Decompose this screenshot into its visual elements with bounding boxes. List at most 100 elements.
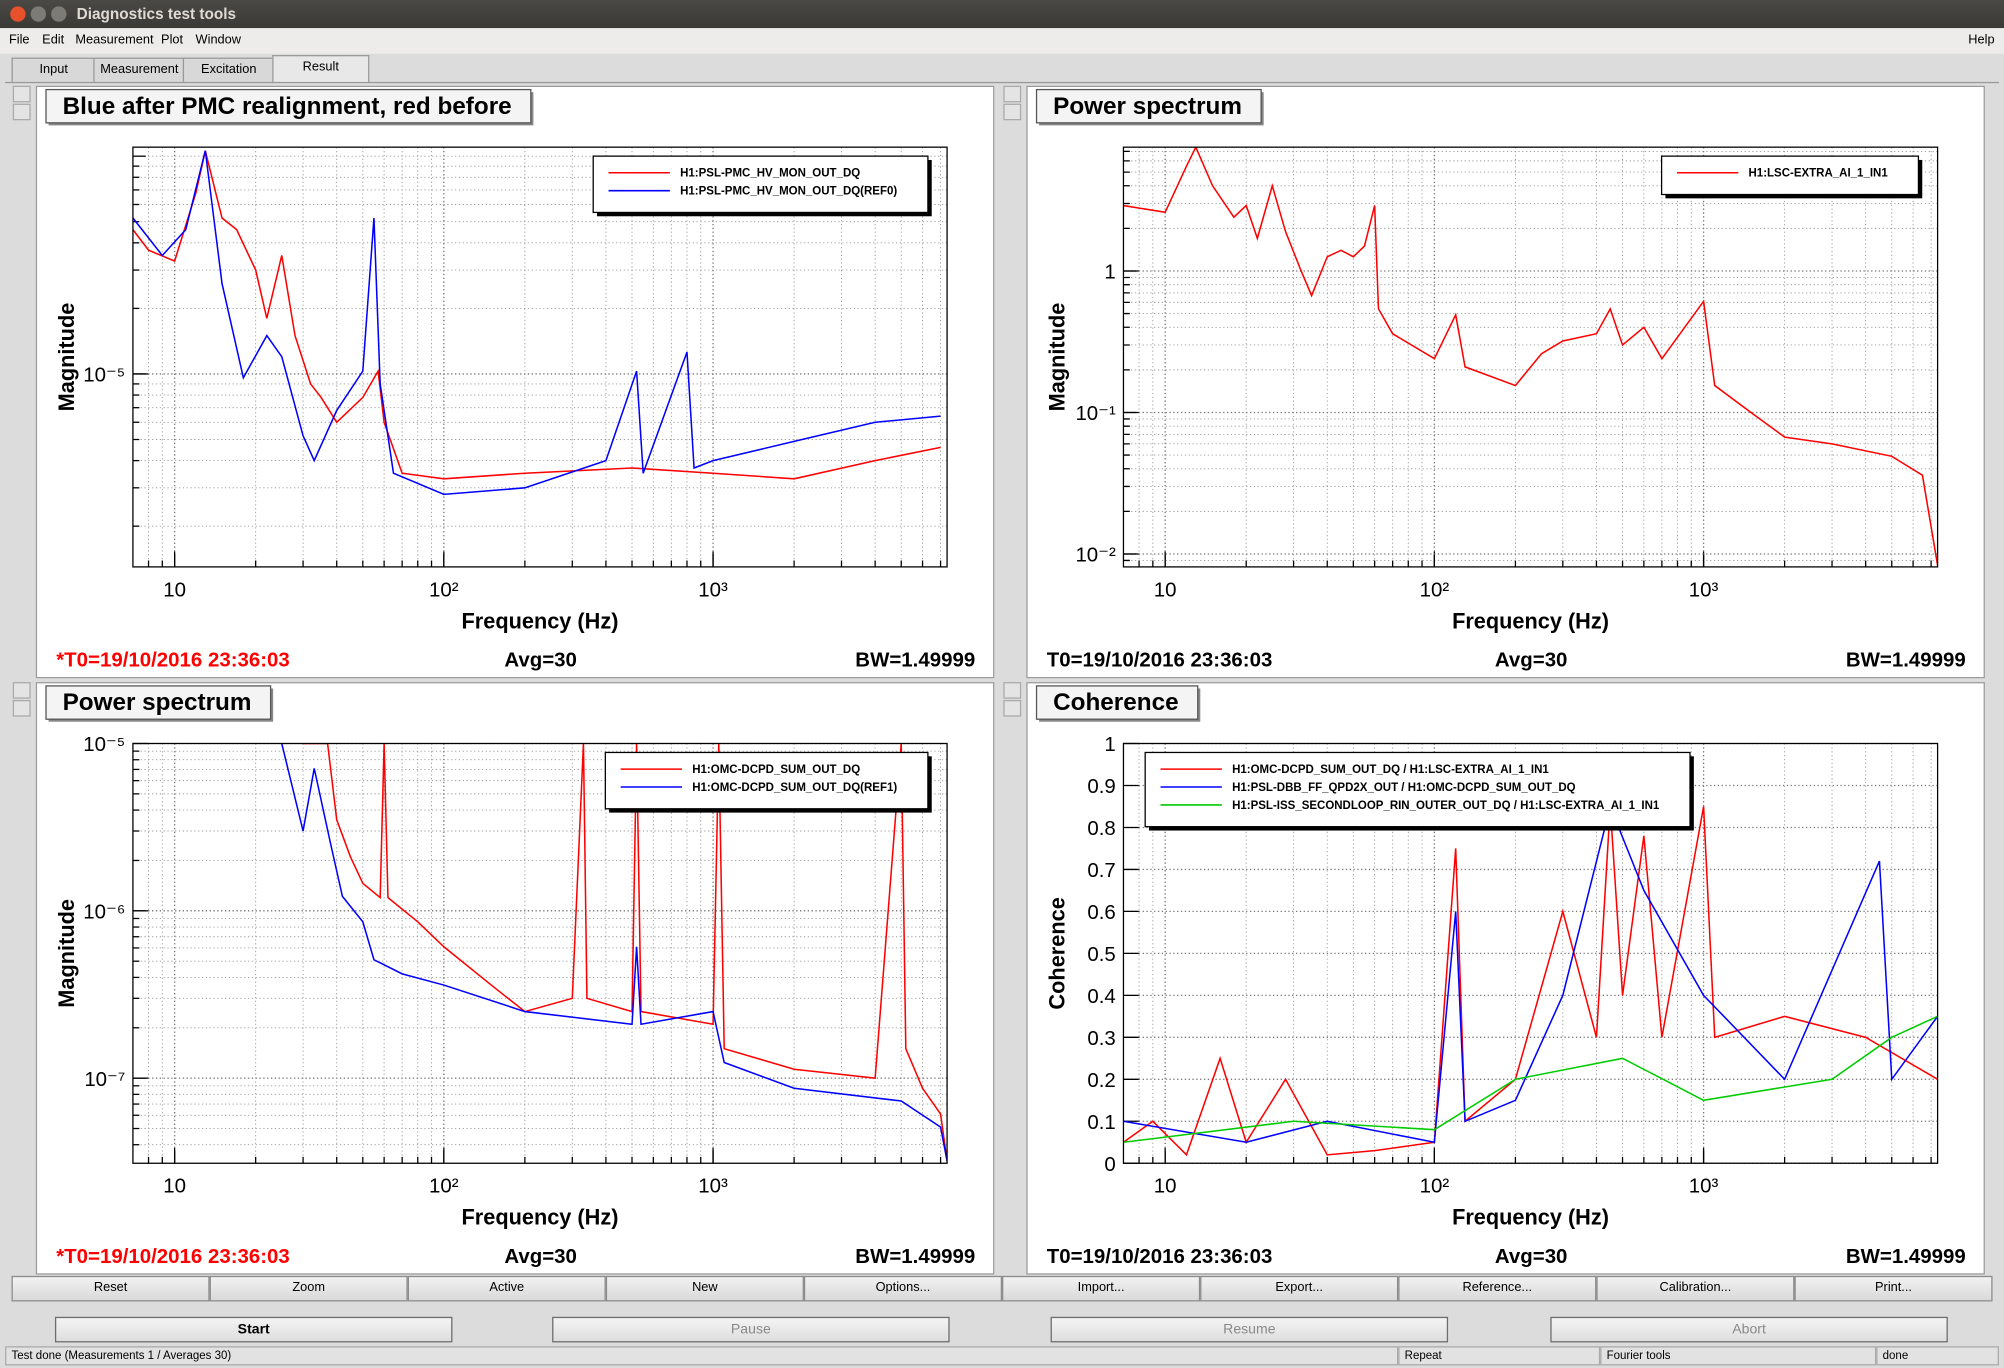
- spin-up[interactable]: [12, 682, 31, 699]
- x-tick-label: 10³: [1689, 578, 1719, 601]
- footer-t0: T0=19/10/2016 23:36:03: [1047, 649, 1273, 672]
- window-title: Diagnostics test tools: [76, 5, 237, 24]
- y-tick-label: 0.5: [1087, 943, 1115, 966]
- control-button[interactable]: Start: [54, 1316, 453, 1343]
- control-button[interactable]: Resume: [1050, 1316, 1449, 1343]
- tab[interactable]: Excitation: [182, 57, 275, 82]
- chart-title: Power spectrum: [63, 689, 252, 716]
- plot-frame: [1122, 146, 1939, 568]
- x-tick-label: 10: [163, 1175, 186, 1198]
- toolbar-button[interactable]: Export...: [1200, 1275, 1399, 1302]
- x-tick-label: 10²: [1420, 1175, 1450, 1198]
- tab[interactable]: Measurement: [93, 57, 186, 82]
- title-bar: Diagnostics test tools: [0, 0, 2004, 29]
- spin-down[interactable]: [1003, 103, 1022, 121]
- spin-down[interactable]: [12, 103, 31, 121]
- x-axis-label: Frequency (Hz): [462, 1205, 619, 1230]
- x-tick-label: 10²: [429, 578, 459, 601]
- legend-box: [604, 751, 929, 810]
- menu-item[interactable]: File: [8, 33, 30, 48]
- tab-bar: Input Measurement Excitation Result: [0, 54, 2004, 84]
- toolbar-button[interactable]: Options...: [803, 1275, 1003, 1302]
- y-tick-label: 10⁻⁶: [83, 900, 125, 923]
- y-tick-label: 0.3: [1087, 1027, 1115, 1050]
- toolbar-button[interactable]: Print...: [1794, 1275, 1993, 1302]
- plot-lines: [1123, 803, 1938, 1157]
- plot-lines: [281, 743, 948, 1162]
- toolbar-button[interactable]: Reset: [11, 1275, 210, 1302]
- legend-box: [592, 155, 929, 214]
- status-field: Test done (Measurements 1 / Averages 30): [5, 1346, 1399, 1366]
- legend: H1:PSL-PMC_HV_MON_OUT_DQ H1:PSL-PMC_HV_MO…: [592, 155, 932, 217]
- plot-lines: [132, 150, 941, 496]
- status-field: Fourier tools: [1600, 1346, 1877, 1366]
- legend-label: H1:LSC-EXTRA_AI_1_IN1: [1749, 168, 1889, 180]
- plot-area: [132, 147, 948, 567]
- chart: Power spectrum 10 10² 10³ 10⁻⁵ 10⁻⁶ 10⁻⁷ H1:OMC…: [45, 685, 975, 1268]
- x-tick-label: 10²: [1420, 578, 1450, 601]
- y-tick-label: 0.9: [1087, 775, 1115, 798]
- footer-t0: *T0=19/10/2016 23:36:03: [56, 1245, 290, 1268]
- footer-bw: BW=1.49999: [1846, 1245, 1966, 1268]
- legend-label: H1:OMC-DCPD_SUM_OUT_DQ / H1:LSC-EXTRA_AI…: [1232, 764, 1549, 776]
- menu-item[interactable]: Measurement: [75, 33, 154, 48]
- spin-up[interactable]: [1003, 682, 1022, 699]
- legend-label: H1:PSL-ISS_SECONDLOOP_RIN_OUTER_OUT_DQ /…: [1232, 800, 1660, 812]
- toolbar-button[interactable]: Active: [407, 1275, 606, 1302]
- plot-pane: Power spectrum 10 10² 10³ 1 10⁻¹ 10⁻² H1:LSC-EX…: [1026, 85, 1985, 679]
- plot-frame: [132, 742, 948, 1164]
- legend: H1:LSC-EXTRA_AI_1_IN1: [1660, 155, 1923, 199]
- series-line: [281, 743, 948, 1162]
- menu-item[interactable]: Help: [1968, 33, 1995, 48]
- toolbar-button[interactable]: New: [605, 1275, 804, 1302]
- plot-lines: [1123, 147, 1938, 566]
- series-line: [1123, 1015, 1938, 1144]
- x-axis-label: Frequency (Hz): [1452, 608, 1609, 633]
- x-tick-label: 10³: [698, 578, 728, 601]
- y-axis-label: Coherence: [1045, 897, 1070, 1009]
- control-button[interactable]: Abort: [1550, 1316, 1948, 1343]
- status-field: done: [1876, 1346, 1999, 1366]
- legend-box: [1660, 155, 1920, 196]
- control-button[interactable]: Pause: [552, 1316, 950, 1343]
- tab[interactable]: Input: [11, 57, 96, 82]
- y-tick-label: 10⁻¹: [1075, 402, 1116, 425]
- spin-up[interactable]: [12, 85, 31, 103]
- x-tick-label: 10: [163, 578, 186, 601]
- toolbar-button[interactable]: Zoom: [209, 1275, 408, 1302]
- y-tick-label: 1: [1104, 261, 1115, 284]
- series-line: [1123, 803, 1938, 1144]
- y-axis-label: Magnitude: [1045, 303, 1070, 412]
- plot-area: [1123, 147, 1938, 567]
- spin-down[interactable]: [1003, 699, 1022, 717]
- toolbar-button[interactable]: Import...: [1002, 1275, 1201, 1302]
- y-tick-label: 10⁻⁷: [84, 1068, 125, 1091]
- x-tick-label: 10³: [1689, 1175, 1719, 1198]
- menu-item[interactable]: Window: [195, 33, 242, 48]
- y-tick-label: 1: [1104, 733, 1115, 756]
- y-tick-label: 10⁻⁵: [83, 364, 125, 387]
- x-tick-label: 10: [1154, 1175, 1177, 1198]
- plot-pane: Coherence 10 10² 10³ 0 0.1 0.2 0.3 0.4 0.5 0.6 0.7 0…: [1026, 682, 1985, 1275]
- title-box: [1035, 88, 1262, 124]
- chart-title: Blue after PMC realignment, red before: [63, 93, 512, 120]
- legend-label: H1:PSL-PMC_HV_MON_OUT_DQ(REF0): [680, 186, 897, 198]
- spin-up[interactable]: [1003, 85, 1022, 103]
- footer-avg: Avg=30: [504, 649, 577, 672]
- tab[interactable]: Result: [272, 55, 370, 84]
- close-button[interactable]: [10, 6, 26, 22]
- chart: Coherence 10 10² 10³ 0 0.1 0.2 0.3 0.4 0.5 0.6 0.7 0…: [1035, 685, 1966, 1268]
- x-tick-label: 10³: [698, 1175, 728, 1198]
- spin-down[interactable]: [12, 699, 31, 717]
- toolbar-button[interactable]: Reference...: [1398, 1275, 1597, 1302]
- toolbar-button[interactable]: Calibration...: [1596, 1275, 1795, 1302]
- menu-item[interactable]: Edit: [42, 33, 65, 48]
- menu-item[interactable]: Plot: [161, 33, 184, 48]
- footer-avg: Avg=30: [504, 1245, 577, 1268]
- x-axis-label: Frequency (Hz): [1452, 1205, 1609, 1230]
- legend-box: [1144, 751, 1691, 828]
- maximize-button[interactable]: [51, 6, 67, 22]
- legend-label: H1:OMC-DCPD_SUM_OUT_DQ(REF1): [692, 782, 897, 794]
- minimize-button[interactable]: [30, 6, 47, 22]
